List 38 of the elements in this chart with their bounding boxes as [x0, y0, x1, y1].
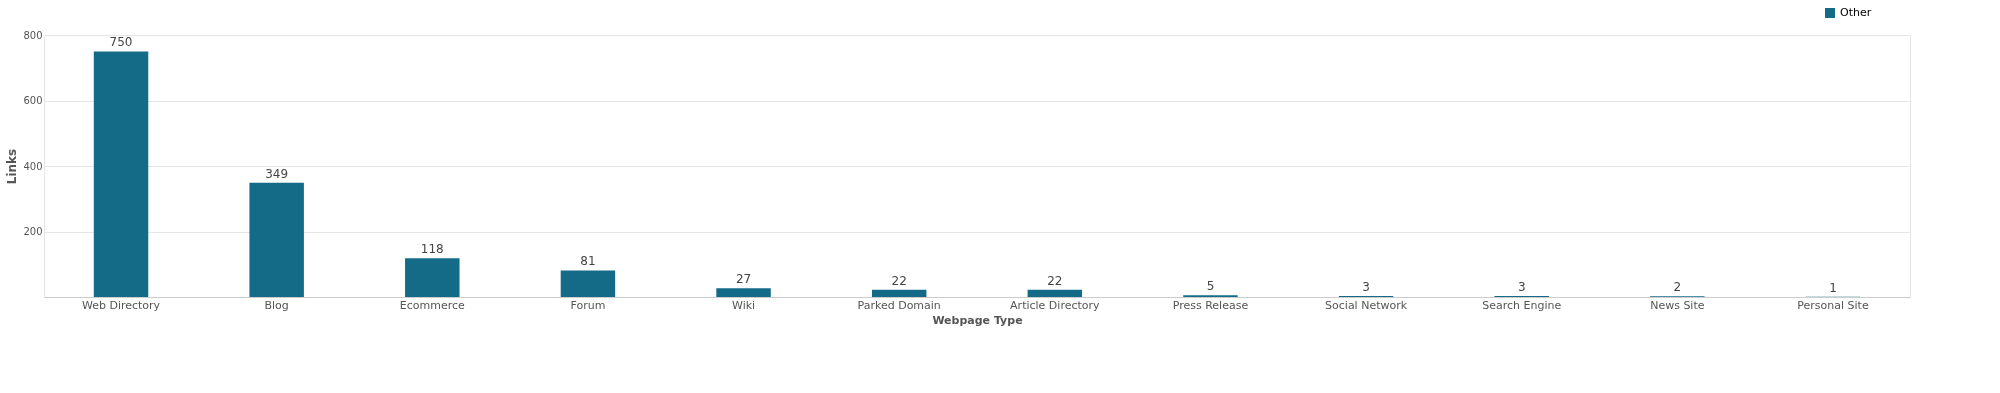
- data-label: 3: [1517, 280, 1526, 295]
- bar: [716, 288, 771, 297]
- x-tick-label: News Site: [1650, 298, 1705, 312]
- data-label: 1: [1829, 280, 1837, 295]
- data-label: 81: [580, 254, 596, 269]
- x-tick-label: Press Release: [1172, 298, 1249, 312]
- data-label: 2: [1673, 280, 1682, 295]
- x-tick-label: Social Network: [1325, 298, 1408, 312]
- x-tick-label: Parked Domain: [857, 298, 941, 312]
- data-label: 22: [891, 273, 907, 288]
- data-label: 22: [1047, 273, 1063, 288]
- bar: [1027, 289, 1083, 297]
- x-tick-label: Ecommerce: [399, 298, 466, 312]
- x-tick-label: Blog: [264, 298, 289, 312]
- data-label: 3: [1362, 280, 1370, 295]
- data-label: 349: [265, 166, 289, 181]
- x-tick-label: Web Directory: [81, 298, 161, 312]
- y-tick-label: 600: [23, 95, 43, 106]
- x-tick-label: Forum: [570, 298, 606, 312]
- y-tick-label: 400: [23, 160, 43, 172]
- bar: [560, 270, 616, 297]
- x-tick-label: Personal Site: [1797, 298, 1869, 312]
- y-tick-label: 200: [23, 226, 43, 237]
- bar: [405, 258, 460, 297]
- data-label: 750: [109, 35, 133, 50]
- x-tick-label: Article Directory: [1010, 298, 1101, 312]
- data-label: 118: [420, 242, 444, 257]
- legend-label: Other: [1840, 6, 1872, 19]
- y-axis-title: Links: [5, 148, 20, 185]
- bar: [249, 182, 304, 297]
- data-label: 5: [1206, 279, 1215, 294]
- bar: [871, 289, 927, 297]
- x-axis-title: Webpage Type: [932, 313, 1023, 327]
- y-tick-label: 800: [23, 29, 43, 41]
- x-tick-label: Search Engine: [1482, 298, 1562, 312]
- bar: [93, 51, 149, 297]
- x-tick-label: Wiki: [731, 298, 756, 312]
- data-label: 27: [735, 272, 752, 287]
